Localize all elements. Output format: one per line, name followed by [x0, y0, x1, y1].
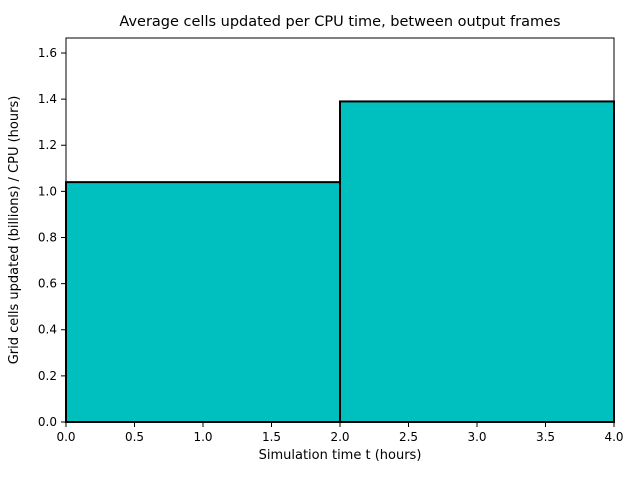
- bars-layer: [65, 100, 615, 423]
- bar-segment: [65, 181, 341, 423]
- x-tick-label: 1.5: [262, 430, 281, 444]
- ticks-layer: 0.0 0.5 1.0 1.5 2.0 2.5 3.0 3.5 4.0 0.0 0.2 0.4 0.6 0…: [38, 46, 624, 444]
- y-tick-label: 1.4: [38, 92, 57, 106]
- y-tick-label: 1.2: [38, 138, 57, 152]
- y-tick-label: 0.8: [38, 230, 57, 244]
- bar-segment: [339, 100, 615, 423]
- y-tick-label: 0.2: [38, 369, 57, 383]
- y-tick-label: 0.4: [38, 323, 57, 337]
- x-tick-label: 0.5: [125, 430, 144, 444]
- y-tick-label: 0.0: [38, 415, 57, 429]
- y-axis-label: Grid cells updated (billions) / CPU (hou…: [7, 96, 22, 365]
- y-tick-label: 0.6: [38, 277, 57, 291]
- x-tick-label: 0.0: [56, 430, 75, 444]
- x-tick-label: 4.0: [604, 430, 623, 444]
- chart-title: Average cells updated per CPU time, betw…: [119, 14, 560, 30]
- y-tick-label: 1.6: [38, 46, 57, 60]
- x-tick-label: 3.0: [467, 430, 486, 444]
- x-tick-label: 2.5: [399, 430, 418, 444]
- x-tick-label: 3.5: [536, 430, 555, 444]
- x-tick-label: 2.0: [330, 430, 349, 444]
- x-axis-label: Simulation time t (hours): [259, 448, 422, 463]
- x-tick-label: 1.0: [193, 430, 212, 444]
- y-tick-label: 1.0: [38, 184, 57, 198]
